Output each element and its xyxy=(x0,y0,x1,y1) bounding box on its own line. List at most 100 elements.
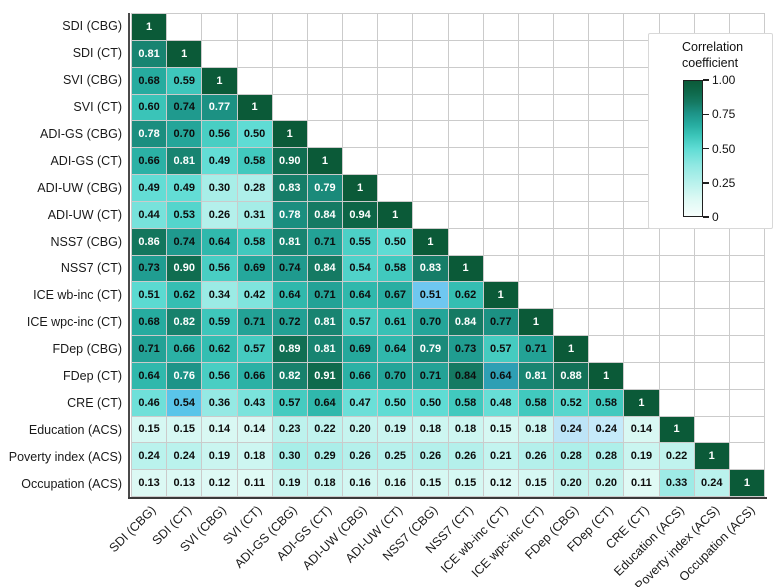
heatmap-empty-cell xyxy=(448,148,483,174)
heatmap-cell: 0.14 xyxy=(202,416,237,443)
heatmap-empty-cell xyxy=(518,175,553,201)
heatmap-cell: 0.71 xyxy=(132,336,167,362)
heatmap-empty-cell xyxy=(237,67,272,94)
heatmap-empty-cell xyxy=(413,175,448,201)
heatmap-empty-cell xyxy=(518,148,553,174)
heatmap-cell: 0.57 xyxy=(272,389,307,416)
y-axis-label: Education (ACS) xyxy=(28,422,122,437)
heatmap-cell: 0.81 xyxy=(167,148,202,174)
y-axis-label: SVI (CBG) xyxy=(62,73,122,88)
heatmap-cell: 0.71 xyxy=(307,228,342,255)
heatmap-cell: 0.90 xyxy=(167,255,202,282)
heatmap-cell: 0.52 xyxy=(554,389,589,416)
heatmap-cell: 0.22 xyxy=(307,416,342,443)
heatmap-cell: 1 xyxy=(132,14,167,40)
heatmap-cell: 1 xyxy=(237,94,272,121)
heatmap-empty-cell xyxy=(518,121,553,148)
heatmap-empty-cell xyxy=(483,94,518,121)
heatmap-cell: 0.30 xyxy=(202,175,237,201)
heatmap-cell: 0.71 xyxy=(307,282,342,309)
heatmap-cell: 0.71 xyxy=(518,336,553,362)
heatmap-empty-cell xyxy=(589,94,624,121)
heatmap-cell: 0.34 xyxy=(202,282,237,309)
heatmap-empty-cell xyxy=(589,336,624,362)
heatmap-cell: 0.24 xyxy=(694,470,729,496)
heatmap-cell: 1 xyxy=(624,389,659,416)
heatmap-cell: 0.79 xyxy=(307,175,342,201)
heatmap-cell: 0.46 xyxy=(132,389,167,416)
heatmap-empty-cell xyxy=(554,201,589,228)
heatmap-empty-cell xyxy=(554,255,589,282)
y-axis-labels: SDI (CBG) SDI (CT) SVI (CBG) SVI (CT) ADI-GS… xyxy=(0,13,124,497)
heatmap-empty-cell xyxy=(729,255,764,282)
heatmap-empty-cell xyxy=(589,148,624,174)
heatmap-empty-cell xyxy=(448,201,483,228)
heatmap-empty-cell xyxy=(413,40,448,67)
heatmap-empty-cell xyxy=(694,416,729,443)
heatmap-cell: 0.15 xyxy=(413,470,448,496)
heatmap-empty-cell xyxy=(448,175,483,201)
x-axis-labels: SDI (CBG) SDI (CT) SVI (CBG) SVI (CT) ADI-GS… xyxy=(106,503,765,587)
heatmap-cell: 0.15 xyxy=(483,416,518,443)
heatmap-empty-cell xyxy=(343,40,378,67)
heatmap-empty-cell xyxy=(589,201,624,228)
heatmap-empty-cell xyxy=(202,40,237,67)
heatmap-cell: 1 xyxy=(659,416,694,443)
heatmap-empty-cell xyxy=(518,14,553,40)
heatmap-empty-cell xyxy=(624,309,659,335)
heatmap-cell: 0.62 xyxy=(448,282,483,309)
heatmap-empty-cell xyxy=(307,94,342,121)
heatmap-cell: 0.44 xyxy=(132,201,167,228)
y-axis-label: NSS7 (CBG) xyxy=(50,234,122,249)
heatmap-cell: 1 xyxy=(589,362,624,389)
heatmap-empty-cell xyxy=(483,255,518,282)
y-axis-label: Poverty index (ACS) xyxy=(8,449,122,464)
heatmap-empty-cell xyxy=(659,309,694,335)
heatmap-cell: 1 xyxy=(307,148,342,174)
heatmap-empty-cell xyxy=(659,362,694,389)
heatmap-empty-cell xyxy=(378,121,413,148)
heatmap-empty-cell xyxy=(589,228,624,255)
heatmap-cell: 0.54 xyxy=(167,389,202,416)
heatmap-empty-cell xyxy=(413,148,448,174)
y-axis-label: ADI-UW (CT) xyxy=(47,207,122,222)
heatmap-cell: 0.57 xyxy=(483,336,518,362)
heatmap-empty-cell xyxy=(554,148,589,174)
heatmap-cell: 0.68 xyxy=(132,309,167,335)
legend-title-line2: coefficient xyxy=(682,55,739,70)
heatmap-cell: 0.15 xyxy=(132,416,167,443)
heatmap-empty-cell xyxy=(589,67,624,94)
heatmap-cell: 0.81 xyxy=(518,362,553,389)
heatmap-cell: 0.83 xyxy=(413,255,448,282)
heatmap-empty-cell xyxy=(448,121,483,148)
heatmap-cell: 0.73 xyxy=(132,255,167,282)
heatmap-cell: 0.70 xyxy=(413,309,448,335)
heatmap-cell: 0.91 xyxy=(307,362,342,389)
heatmap-empty-cell xyxy=(589,121,624,148)
colorbar-tick-label: 1.00 xyxy=(712,73,736,87)
heatmap-cell: 1 xyxy=(729,470,764,496)
heatmap-cell: 0.43 xyxy=(237,389,272,416)
heatmap-empty-cell xyxy=(694,228,729,255)
heatmap-empty-cell xyxy=(448,14,483,40)
heatmap-cell: 0.86 xyxy=(132,228,167,255)
heatmap-cell: 0.26 xyxy=(343,443,378,470)
heatmap-cell: 0.51 xyxy=(413,282,448,309)
heatmap-cell: 0.78 xyxy=(272,201,307,228)
heatmap-empty-cell xyxy=(554,228,589,255)
heatmap-cell: 0.73 xyxy=(448,336,483,362)
heatmap-empty-cell xyxy=(659,389,694,416)
heatmap-empty-cell xyxy=(413,94,448,121)
heatmap-empty-cell xyxy=(589,282,624,309)
heatmap-cell: 0.53 xyxy=(167,201,202,228)
colorbar-tick-label: 0.25 xyxy=(712,175,736,190)
heatmap-cell: 0.81 xyxy=(307,309,342,335)
heatmap-cell: 0.55 xyxy=(343,228,378,255)
heatmap-cell: 0.74 xyxy=(272,255,307,282)
heatmap-cell: 0.19 xyxy=(378,416,413,443)
heatmap-empty-cell xyxy=(518,282,553,309)
heatmap-cell: 0.81 xyxy=(272,228,307,255)
heatmap-empty-cell xyxy=(483,40,518,67)
heatmap-cell: 0.33 xyxy=(659,470,694,496)
heatmap-cell: 0.18 xyxy=(413,416,448,443)
